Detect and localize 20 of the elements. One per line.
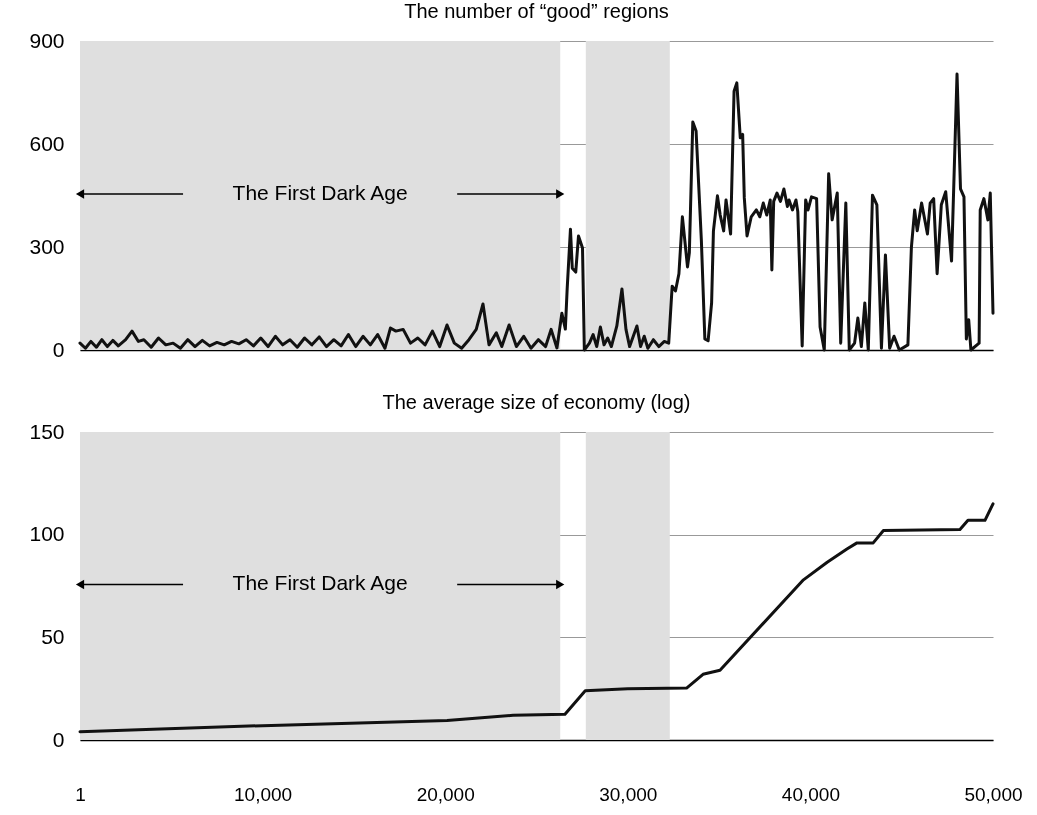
- chart-title: The number of “good” regions: [404, 0, 669, 22]
- x-tick-label: 10,000: [234, 783, 293, 805]
- y-tick-label: 300: [29, 234, 65, 258]
- x-tick-label: 40,000: [781, 783, 840, 805]
- x-tick-label: 1: [75, 783, 86, 805]
- x-tick-label: 30,000: [599, 783, 658, 805]
- annotation: The First Dark Age: [232, 571, 408, 595]
- line-series: [78, 502, 995, 734]
- y-tick-label: 0: [52, 727, 65, 751]
- y-tick-label: 150: [29, 419, 65, 443]
- y-tick-label: 900: [29, 28, 65, 52]
- annotation: The First Dark Age: [232, 180, 408, 204]
- y-tick-label: 100: [29, 522, 65, 546]
- chart-title: The average size of economy (log): [382, 391, 691, 413]
- y-tick-label: 0: [52, 337, 65, 361]
- x-tick-label: 50,000: [964, 783, 1023, 805]
- line-series: [78, 72, 995, 352]
- x-tick-label: 20,000: [416, 783, 475, 805]
- y-tick-label: 50: [41, 624, 65, 648]
- y-tick-label: 600: [29, 131, 65, 155]
